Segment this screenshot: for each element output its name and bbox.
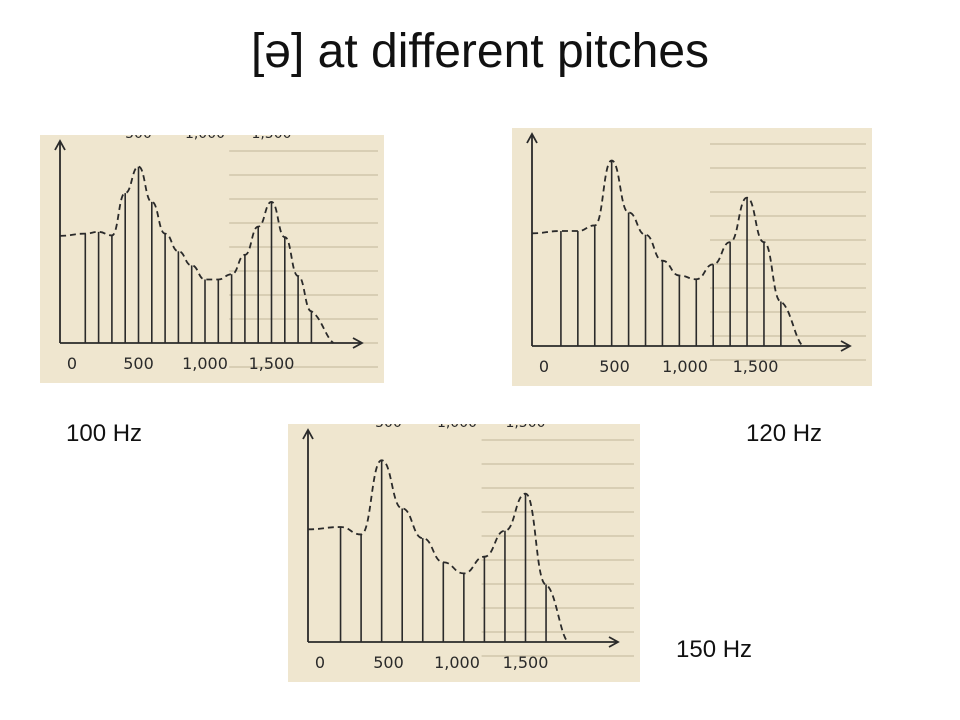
- x-tick-label: 1,000: [662, 357, 708, 376]
- y-axis-arrow: [302, 428, 314, 440]
- x-tick-label: 1,500: [733, 357, 779, 376]
- background-text-lines: [710, 143, 866, 361]
- spectrum-panel-120: 0 500 1,000 1,500: [512, 128, 872, 386]
- x-tick-label: 500: [373, 653, 404, 672]
- y-axis-arrow: [526, 132, 538, 144]
- x-tick-label: 1,500: [503, 653, 549, 672]
- spectrum-panel-100: 0 500 1,000 1,500 500 1,000 1,500: [40, 135, 384, 383]
- spectrum-panel-150: 0 500 1,000 1,500 500 1,000 1,500: [288, 424, 640, 682]
- spectral-envelope: [531, 159, 804, 347]
- pitch-label-100: 100 Hz: [66, 420, 143, 447]
- x-tick-label: 500: [123, 354, 154, 373]
- slide-title: [ə] at different pitches: [250, 25, 710, 78]
- x-axis-arrow: [352, 337, 364, 349]
- background-text-lines: [481, 439, 634, 657]
- top-tick-label: 500: [375, 424, 402, 431]
- top-tick-label: 500: [125, 135, 152, 142]
- top-tick-label: 1,000: [437, 424, 477, 431]
- background-text-lines: [229, 150, 378, 368]
- spectrum-chart-100: 0 500 1,000 1,500 500 1,000 1,500: [54, 135, 378, 373]
- x-tick-label: 0: [315, 653, 325, 672]
- x-axis-arrow: [608, 636, 620, 648]
- x-tick-label: 0: [67, 354, 77, 373]
- x-tick-label: 0: [539, 357, 549, 376]
- top-tick-label: 1,500: [251, 135, 291, 142]
- spectrum-chart-150: 0 500 1,000 1,500 500 1,000 1,500: [302, 424, 634, 672]
- spectrum-chart-120: 0 500 1,000 1,500: [526, 132, 866, 376]
- pitch-label-120: 120 Hz: [746, 420, 823, 447]
- x-axis-arrow: [840, 340, 852, 352]
- spectral-envelope: [307, 459, 569, 643]
- spectral-envelope: [59, 165, 335, 344]
- top-tick-label: 1,000: [185, 135, 225, 142]
- y-axis-arrow: [54, 139, 66, 151]
- x-tick-label: 1,000: [182, 354, 228, 373]
- x-tick-label: 1,500: [249, 354, 295, 373]
- pitch-label-150: 150 Hz: [676, 636, 753, 663]
- x-tick-label: 500: [599, 357, 630, 376]
- top-tick-label: 1,500: [505, 424, 545, 431]
- x-tick-label: 1,000: [434, 653, 480, 672]
